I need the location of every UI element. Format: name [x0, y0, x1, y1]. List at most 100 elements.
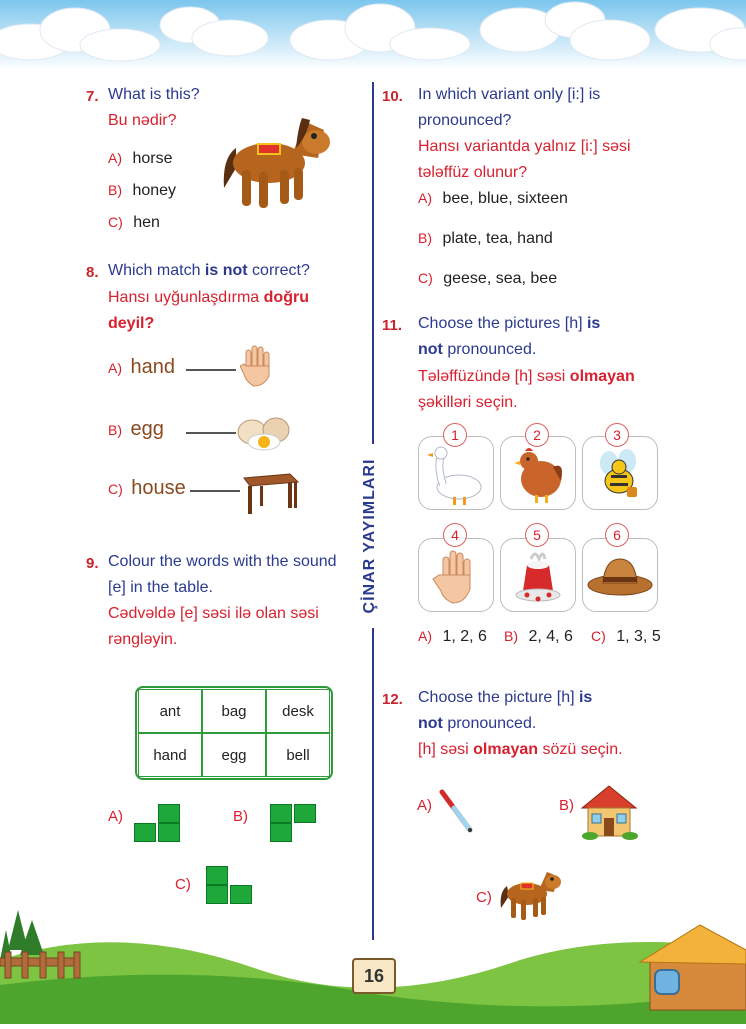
q10-az-line2: tələffüz olunur?	[418, 164, 528, 181]
q11-question-az: Tələffüzündə [h] səsi olmayan şəkilləri s…	[418, 364, 658, 416]
q7-option-a[interactable]: A) horse	[108, 150, 172, 168]
q9-question-en: Colour the words with the sound [e] in t…	[108, 549, 337, 601]
q9-option-c-pattern[interactable]	[206, 866, 256, 904]
option-text: 2, 4, 6	[528, 628, 573, 645]
match-line-a	[186, 369, 236, 371]
word-cell[interactable]: hand	[138, 733, 202, 777]
q9-option-a-letter[interactable]: A)	[108, 808, 123, 825]
option-word: hand	[130, 356, 175, 378]
option-letter: A)	[418, 190, 432, 206]
word-cell[interactable]: desk	[266, 689, 330, 733]
q9-en-line1: Colour the words with the sound	[108, 553, 337, 570]
q11-number: 11.	[382, 317, 403, 334]
q11-picture-2[interactable]	[500, 436, 576, 510]
q9-option-a-pattern[interactable]	[134, 804, 184, 842]
horse-icon[interactable]	[497, 864, 563, 922]
hand-icon	[432, 550, 471, 604]
q10-option-a[interactable]: A) bee, blue, sixteen	[418, 190, 568, 208]
q11-picture-number: 3	[605, 423, 629, 447]
q8-az-bold2: deyil?	[108, 315, 155, 332]
divider-top	[372, 82, 374, 444]
q11-en-bold2: not	[418, 341, 443, 358]
q11-picture-5[interactable]	[500, 538, 576, 612]
q12-question-az: [h] səsi olmayan sözü seçin.	[418, 737, 623, 763]
q10-en-line1: In which variant only [i:] is	[418, 86, 601, 103]
q9-en-line2: [e] in the table.	[108, 579, 213, 596]
q7-option-c[interactable]: C) hen	[108, 214, 160, 232]
q9-number: 9.	[86, 555, 99, 572]
q11-en-pre: Choose the pictures [h]	[418, 315, 587, 332]
q10-question-en: In which variant only [i:] is pronounced…	[418, 82, 600, 134]
option-letter: C)	[108, 481, 123, 497]
option-word: house	[131, 477, 186, 499]
word-cell[interactable]: bag	[202, 689, 266, 733]
match-line-b	[186, 432, 236, 434]
q8-en-bold: is not	[204, 262, 248, 279]
sky-header	[0, 0, 746, 70]
q12-number: 12.	[382, 691, 403, 708]
option-text: 1, 2, 6	[442, 628, 487, 645]
q11-picture-3[interactable]	[582, 436, 658, 510]
word-cell[interactable]: egg	[202, 733, 266, 777]
option-letter: A)	[108, 150, 122, 166]
q12-az-pre: [h] səsi	[418, 741, 474, 758]
hen-icon	[514, 448, 562, 503]
hat-icon	[587, 558, 653, 596]
q7-option-b[interactable]: B) honey	[108, 182, 176, 200]
q11-az-post: şəkilləri seçin.	[418, 394, 518, 411]
q12-option-c-letter[interactable]: C)	[476, 889, 492, 906]
q8-question-en: Which match is not correct?	[108, 258, 310, 284]
option-text: hen	[133, 214, 160, 231]
q10-question-az: Hansı variantda yalnız [i:] səsi tələffü…	[418, 134, 631, 186]
eggs-icon	[236, 412, 292, 452]
q9-az-line1: Cədvəldə [e] səsi ilə olan səsi	[108, 605, 319, 622]
q11-option-b[interactable]: B) 2, 4, 6	[504, 628, 573, 646]
side-label-text: ÇİNAR YAYIMLARI	[361, 458, 378, 614]
q11-picture-1[interactable]	[418, 436, 494, 510]
word-cell[interactable]: ant	[138, 689, 202, 733]
q9-word-table: ant bag desk hand egg bell	[135, 686, 333, 780]
q8-az-bold1: doğru	[263, 289, 309, 306]
q12-en-bold1: is	[578, 689, 593, 706]
q10-en-line2: pronounced?	[418, 112, 512, 129]
q9-option-b-pattern[interactable]	[270, 804, 320, 842]
q11-picture-6[interactable]	[582, 538, 658, 612]
q11-picture-number: 1	[443, 423, 467, 447]
q9-option-b-letter[interactable]: B)	[233, 808, 248, 825]
q10-option-c[interactable]: C) geese, sea, bee	[418, 270, 557, 288]
q12-option-a-letter[interactable]: A)	[417, 797, 432, 814]
q8-option-b[interactable]: B) egg	[108, 418, 288, 441]
q9-question-az: Cədvəldə [e] səsi ilə olan səsi rəngləyi…	[108, 601, 319, 653]
divider-bottom	[372, 628, 374, 940]
house-icon[interactable]	[578, 782, 640, 840]
q12-en-pre: Choose the picture [h]	[418, 689, 579, 706]
q11-question-en: Choose the pictures [h] is not pronounced…	[418, 311, 648, 363]
q9-option-c-letter[interactable]: C)	[175, 876, 191, 893]
option-text: horse	[132, 150, 173, 167]
q12-option-b-letter[interactable]: B)	[559, 797, 574, 814]
option-word: egg	[130, 418, 164, 440]
q11-option-c[interactable]: C) 1, 3, 5	[591, 628, 661, 646]
option-text: plate, tea, hand	[442, 230, 553, 247]
q8-az-pre: Hansı uyğunlaşdırma	[108, 289, 264, 306]
q9-az-line2: rəngləyin.	[108, 631, 178, 648]
q8-option-a[interactable]: A) hand	[108, 356, 288, 379]
word-cell[interactable]: bell	[266, 733, 330, 777]
q12-az-bold: olmayan	[473, 741, 539, 758]
option-text: bee, blue, sixteen	[442, 190, 568, 207]
q11-option-a[interactable]: A) 1, 2, 6	[418, 628, 487, 646]
q11-picture-4[interactable]	[418, 538, 494, 612]
pen-icon[interactable]	[436, 788, 476, 834]
q11-en-post: pronounced.	[442, 341, 537, 358]
q8-question-az: Hansı uyğunlaşdırma doğru deyil?	[108, 285, 348, 337]
q12-question-en: Choose the picture [h] is not pronounced.	[418, 685, 648, 737]
q10-option-b[interactable]: B) plate, tea, hand	[418, 230, 553, 248]
q8-option-c[interactable]: C) house	[108, 477, 288, 500]
q11-az-bold: olmayan	[569, 368, 635, 385]
option-text: honey	[132, 182, 177, 199]
q12-az-post: sözü seçin.	[538, 741, 623, 758]
option-letter: B)	[108, 422, 122, 438]
bee-icon	[600, 449, 637, 497]
cake-icon	[515, 552, 561, 602]
option-letter: B)	[504, 628, 518, 644]
